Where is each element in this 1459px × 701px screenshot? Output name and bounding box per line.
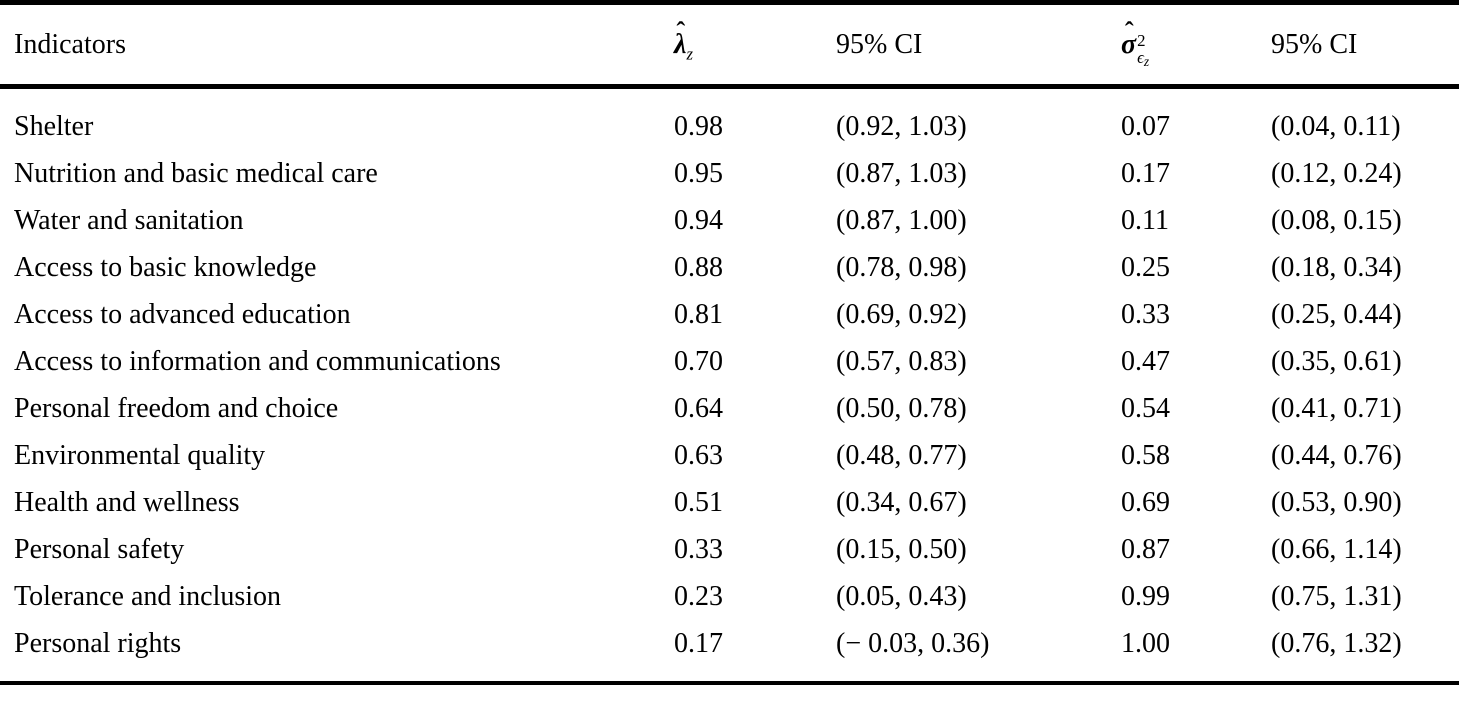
cell-indicator: Personal rights [14, 627, 182, 659]
table-row: Access to advanced education 0.81 (0.69, 0… [0, 291, 1459, 338]
table-row: Nutrition and basic medical care 0.95 (0.8… [0, 150, 1459, 197]
table-row: Shelter 0.98 (0.92, 1.03) 0.07 (0.04, 0.11) [0, 87, 1459, 151]
cell-lambda: 0.88 [674, 251, 723, 283]
table-header: Indicators ˆ λz 95% CI ˆ σ 2 ϵz 95% CI [0, 2, 1459, 89]
cell-lambda-ci: (− 0.03, 0.36) [836, 627, 990, 659]
cell-lambda: 0.51 [674, 486, 723, 518]
cell-indicator: Nutrition and basic medical care [14, 157, 378, 189]
cell-lambda-ci: (0.78, 0.98) [836, 251, 967, 283]
cell-sigma2-ci: (0.04, 0.11) [1271, 110, 1401, 142]
cell-lambda: 0.81 [674, 298, 723, 330]
cell-indicator: Health and wellness [14, 486, 240, 518]
cell-lambda: 0.95 [674, 157, 723, 189]
cell-lambda: 0.64 [674, 392, 723, 424]
cell-indicator: Shelter [14, 110, 94, 142]
cell-sigma2: 0.25 [1121, 251, 1170, 283]
cell-sigma2: 0.87 [1121, 533, 1170, 565]
cell-lambda: 0.94 [674, 204, 723, 236]
cell-sigma2-ci: (0.66, 1.14) [1271, 533, 1402, 565]
cell-sigma2: 1.00 [1121, 627, 1170, 659]
cell-lambda: 0.98 [674, 110, 723, 142]
cell-sigma2: 0.54 [1121, 392, 1170, 424]
col-header-lambda-ci: 95% CI [836, 2, 1121, 89]
cell-sigma2: 0.99 [1121, 580, 1170, 612]
table-row: Water and sanitation 0.94 (0.87, 1.00) 0.11… [0, 197, 1459, 244]
epsilon-symbol: ϵ [1137, 47, 1144, 67]
hat-accent: ˆ [676, 16, 686, 47]
table-row: Environmental quality 0.63 (0.48, 0.77) 0.5… [0, 432, 1459, 479]
cell-lambda-ci: (0.48, 0.77) [836, 439, 967, 471]
cell-indicator: Access to information and communications [14, 345, 501, 377]
cell-sigma2-ci: (0.53, 0.90) [1271, 486, 1402, 518]
cell-indicator: Tolerance and inclusion [14, 580, 282, 612]
cell-lambda-ci: (0.05, 0.43) [836, 580, 967, 612]
table-row: Access to information and communications… [0, 338, 1459, 385]
table-row: Personal safety 0.33 (0.15, 0.50) 0.87 (0.66… [0, 526, 1459, 573]
cell-sigma2: 0.47 [1121, 345, 1170, 377]
col-header-sigma-ci: 95% CI [1271, 2, 1459, 89]
cell-sigma2-ci: (0.12, 0.24) [1271, 157, 1402, 189]
cell-indicator: Access to basic knowledge [14, 251, 317, 283]
table-row: Access to basic knowledge 0.88 (0.78, 0.98… [0, 244, 1459, 291]
cell-sigma2-ci: (0.76, 1.32) [1271, 627, 1402, 659]
cell-sigma2: 0.33 [1121, 298, 1170, 330]
cell-sigma2-ci: (0.41, 0.71) [1271, 392, 1402, 424]
cell-indicator: Environmental quality [14, 439, 266, 471]
cell-sigma2: 0.11 [1121, 204, 1169, 236]
cell-lambda-ci: (0.87, 1.00) [836, 204, 967, 236]
cell-sigma2: 0.07 [1121, 110, 1170, 142]
cell-indicator: Water and sanitation [14, 204, 244, 236]
cell-lambda: 0.23 [674, 580, 723, 612]
table-row: Personal rights 0.17 (− 0.03, 0.36) 1.00 (0.… [0, 620, 1459, 683]
cell-lambda: 0.33 [674, 533, 723, 565]
indicator-estimates-table: Indicators ˆ λz 95% CI ˆ σ 2 ϵz 95% CI Shelt… [0, 0, 1459, 685]
cell-lambda: 0.70 [674, 345, 723, 377]
cell-lambda: 0.63 [674, 439, 723, 471]
lambda-subscript: z [686, 44, 693, 64]
sigma-supsub-stack: 2 ϵz [1137, 30, 1150, 70]
table-row: Tolerance and inclusion 0.23 (0.05, 0.43) 0… [0, 573, 1459, 620]
col-header-lambda: ˆ λz [674, 2, 836, 89]
cell-sigma2-ci: (0.44, 0.76) [1271, 439, 1402, 471]
sigma-subscript: ϵz [1137, 47, 1150, 70]
cell-lambda: 0.17 [674, 627, 723, 659]
col-header-sigma: ˆ σ 2 ϵz [1121, 2, 1271, 89]
header-row: Indicators ˆ λz 95% CI ˆ σ 2 ϵz 95% CI [0, 2, 1459, 89]
cell-lambda-ci: (0.57, 0.83) [836, 345, 967, 377]
lambda-symbol: λ [674, 29, 687, 60]
table-row: Health and wellness 0.51 (0.34, 0.67) 0.69 (… [0, 479, 1459, 526]
cell-lambda-ci: (0.69, 0.92) [836, 298, 967, 330]
col-header-indicators: Indicators [0, 2, 674, 89]
cell-sigma2: 0.58 [1121, 439, 1170, 471]
table-body: Shelter 0.98 (0.92, 1.03) 0.07 (0.04, 0.11) N… [0, 87, 1459, 684]
cell-lambda-ci: (0.50, 0.78) [836, 392, 967, 424]
epsilon-subscript: z [1143, 54, 1150, 70]
cell-indicator: Personal safety [14, 533, 185, 565]
cell-sigma2-ci: (0.75, 1.31) [1271, 580, 1402, 612]
cell-sigma2-ci: (0.18, 0.34) [1271, 251, 1402, 283]
cell-lambda-ci: (0.15, 0.50) [836, 533, 967, 565]
hat-accent: ˆ [1124, 16, 1134, 47]
sigma-symbol: σ [1121, 29, 1137, 60]
cell-sigma2-ci: (0.35, 0.61) [1271, 345, 1402, 377]
cell-lambda-ci: (0.87, 1.03) [836, 157, 967, 189]
cell-lambda-ci: (0.34, 0.67) [836, 486, 967, 518]
cell-sigma2: 0.17 [1121, 157, 1170, 189]
sigma-superscript: 2 [1137, 30, 1146, 50]
cell-lambda-ci: (0.92, 1.03) [836, 110, 967, 142]
cell-sigma2: 0.69 [1121, 486, 1170, 518]
cell-sigma2-ci: (0.25, 0.44) [1271, 298, 1402, 330]
cell-sigma2-ci: (0.08, 0.15) [1271, 204, 1402, 236]
cell-indicator: Personal freedom and choice [14, 392, 339, 424]
table-row: Personal freedom and choice 0.64 (0.50, 0.… [0, 385, 1459, 432]
cell-indicator: Access to advanced education [14, 298, 351, 330]
